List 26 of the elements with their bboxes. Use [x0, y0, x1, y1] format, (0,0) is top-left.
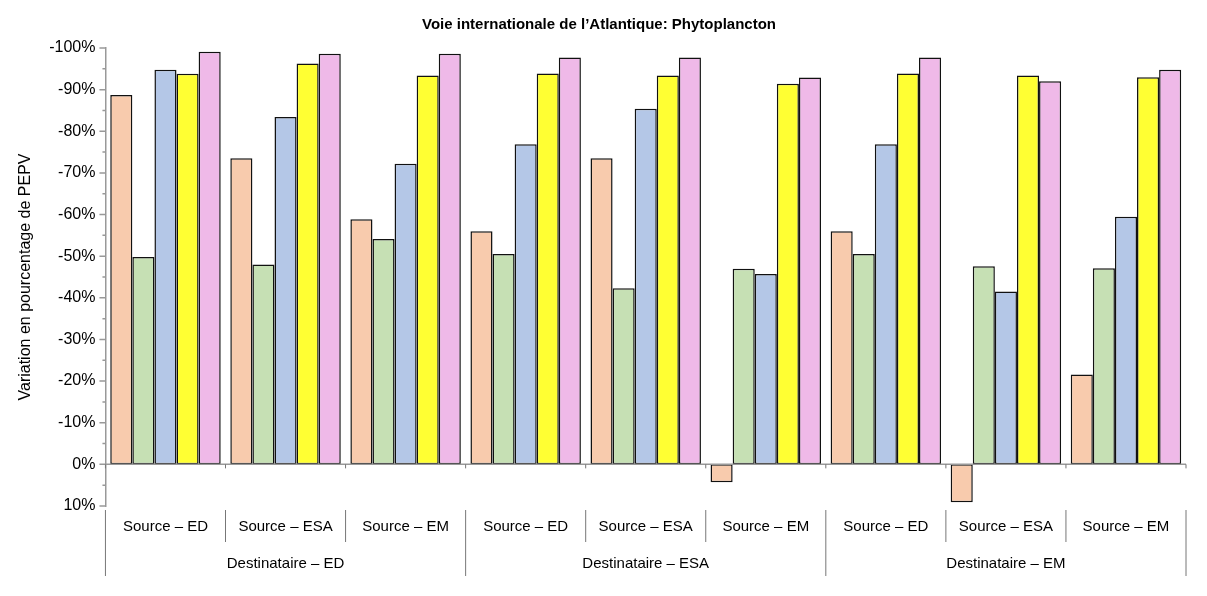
- text: Destinataire – ESA: [582, 554, 710, 572]
- x-tick-label: Source – ED: [122, 517, 209, 535]
- x-tick-label: Source – EM: [1082, 517, 1170, 535]
- y-tick-label: -90%: [58, 80, 96, 98]
- x-tick-label: Source – ESA: [958, 517, 1054, 535]
- y-tick-label: -40%: [58, 288, 96, 306]
- y-tick-label: -70%: [58, 163, 96, 181]
- chart-title: Voie internationale de l’Atlantique: Phytoplancton: [422, 15, 776, 33]
- y-tick-label: -60%: [58, 204, 96, 222]
- x-tick-label: Source – ESA: [598, 517, 693, 535]
- y-tick-label: -50%: [58, 246, 96, 264]
- y-tick-label: -10%: [58, 413, 96, 431]
- x-tick-label: Source – EM: [722, 517, 810, 535]
- y-tick-label: -100%: [49, 38, 96, 56]
- text: Destinataire – ED: [226, 554, 345, 572]
- x-tick-label: Source – ESA: [238, 517, 333, 535]
- x-tick-label: Source – EM: [362, 517, 449, 535]
- y-tick-label: -30%: [58, 329, 96, 347]
- x-tick-label: Source – ED: [843, 517, 929, 535]
- y-tick-label: -20%: [58, 371, 96, 389]
- y-tick-label: 0%: [72, 454, 96, 472]
- y-tick-label: -80%: [58, 121, 96, 139]
- y-axis-title: Variation en pourcentage de PEPV: [16, 153, 34, 401]
- y-tick-label: 10%: [63, 496, 96, 514]
- text: Destinataire – EM: [946, 554, 1066, 572]
- x-tick-label: Source – ED: [483, 517, 569, 535]
